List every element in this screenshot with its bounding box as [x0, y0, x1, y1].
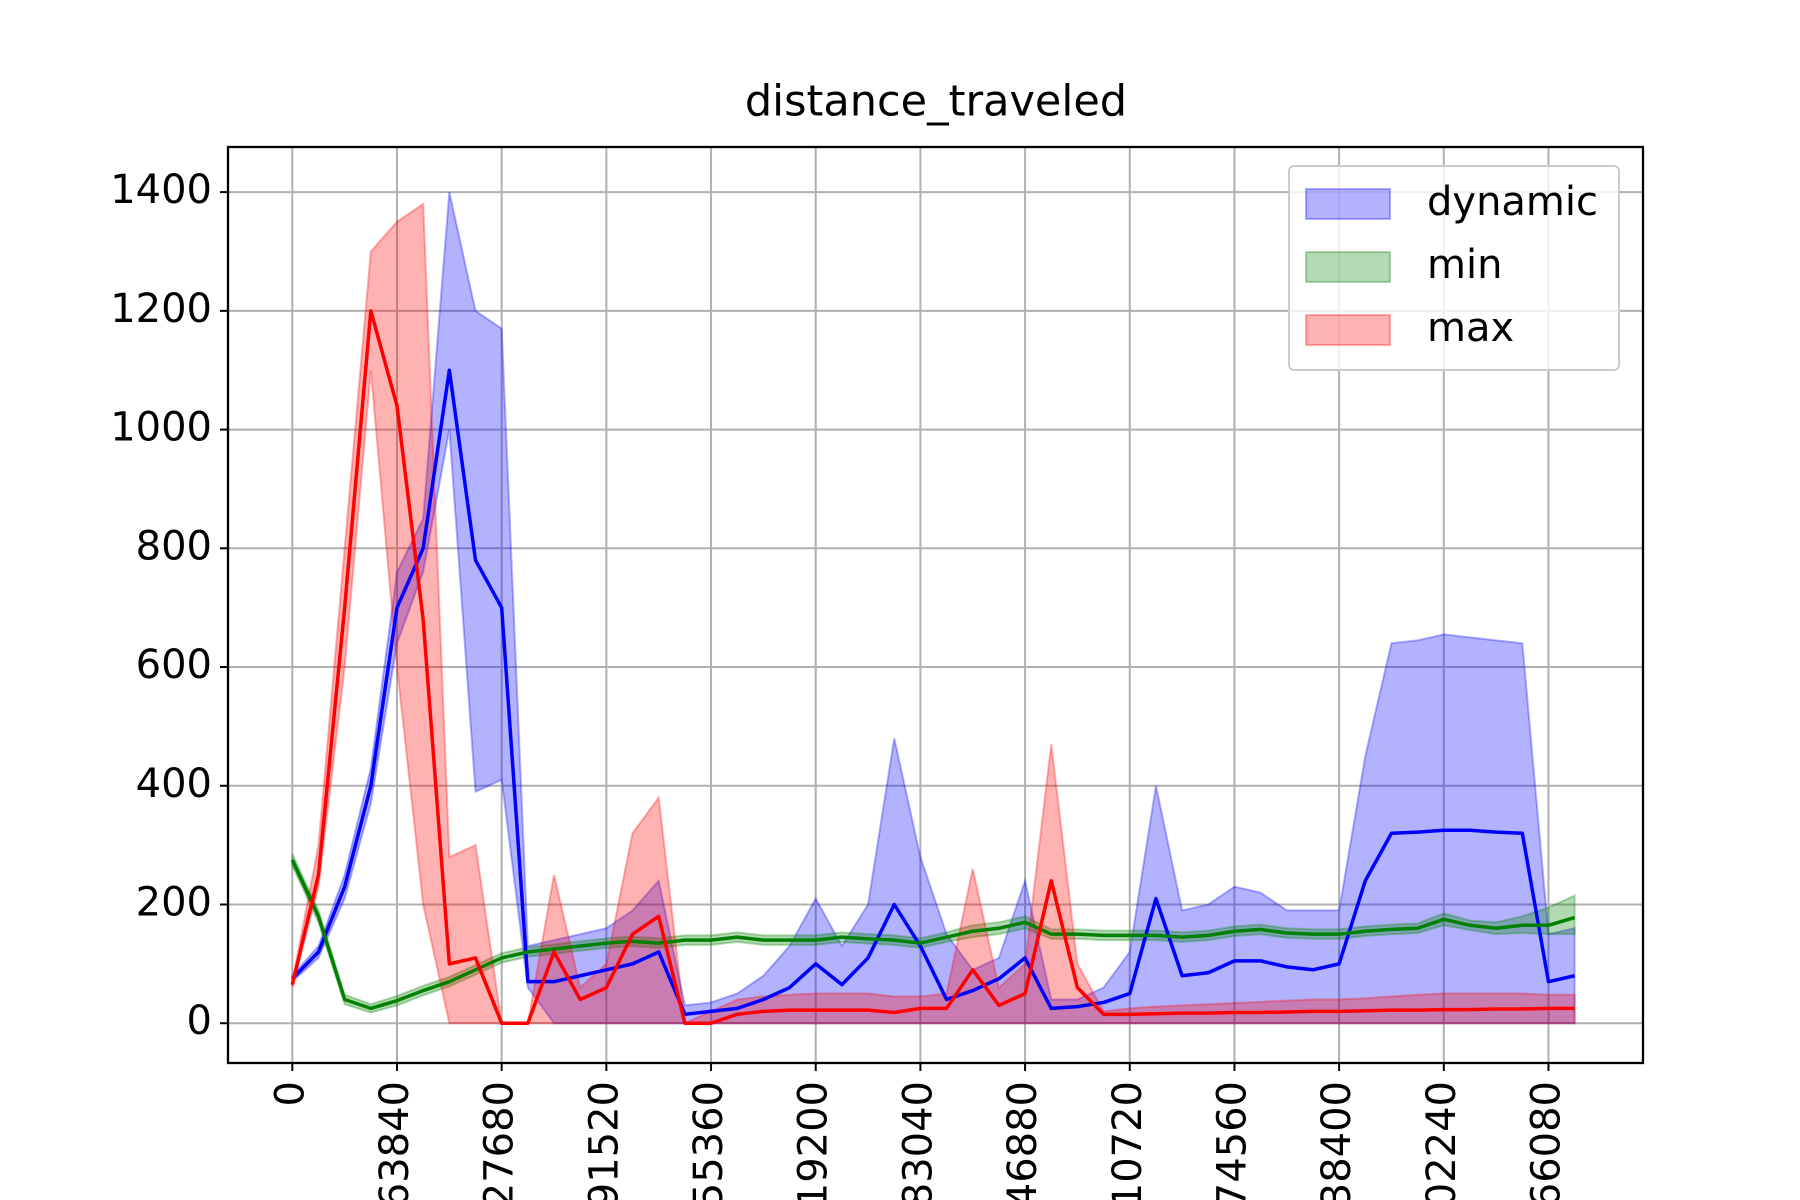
y-tick-label: 1000 — [110, 405, 212, 451]
x-tick-label: 127680 — [477, 1081, 523, 1200]
y-tick-label: 0 — [187, 998, 212, 1044]
plot-area — [290, 191, 1576, 1025]
chart-title: distance_traveled — [745, 77, 1127, 127]
legend-box — [1288, 165, 1620, 371]
x-tick-label: 383040 — [895, 1081, 941, 1200]
legend-swatch — [1305, 251, 1391, 283]
x-tick-label: 191520 — [581, 1081, 627, 1200]
line — [291, 368, 1576, 1017]
x-tick-label: 319200 — [791, 1081, 837, 1200]
x-tick-label: 574560 — [1209, 1081, 1255, 1200]
x-tick-label: 255360 — [686, 1081, 732, 1200]
legend-label: dynamic — [1427, 179, 1598, 225]
y-tick-label: 1200 — [110, 286, 212, 332]
x-tick-label: 638400 — [1314, 1081, 1360, 1200]
x-tick-label: 0 — [267, 1081, 313, 1106]
plot-frame — [226, 145, 1645, 1065]
x-tick-label: 766080 — [1523, 1081, 1569, 1200]
legend-swatch — [1305, 188, 1391, 220]
y-tick-label: 1400 — [110, 167, 212, 213]
line — [290, 309, 1575, 1025]
y-tick-label: 400 — [136, 761, 212, 807]
x-tick-label: 446880 — [1000, 1081, 1046, 1200]
y-tick-label: 800 — [136, 523, 212, 569]
y-tick-label: 200 — [136, 879, 212, 925]
legend-swatch — [1305, 314, 1391, 346]
x-tick-label: 63840 — [372, 1081, 418, 1200]
x-tick-label: 510720 — [1105, 1081, 1151, 1200]
legend-label: max — [1427, 305, 1514, 351]
legend-label: min — [1427, 242, 1502, 288]
x-tick-label: 702240 — [1419, 1081, 1465, 1200]
line — [290, 859, 1576, 1011]
y-tick-label: 600 — [136, 642, 212, 688]
